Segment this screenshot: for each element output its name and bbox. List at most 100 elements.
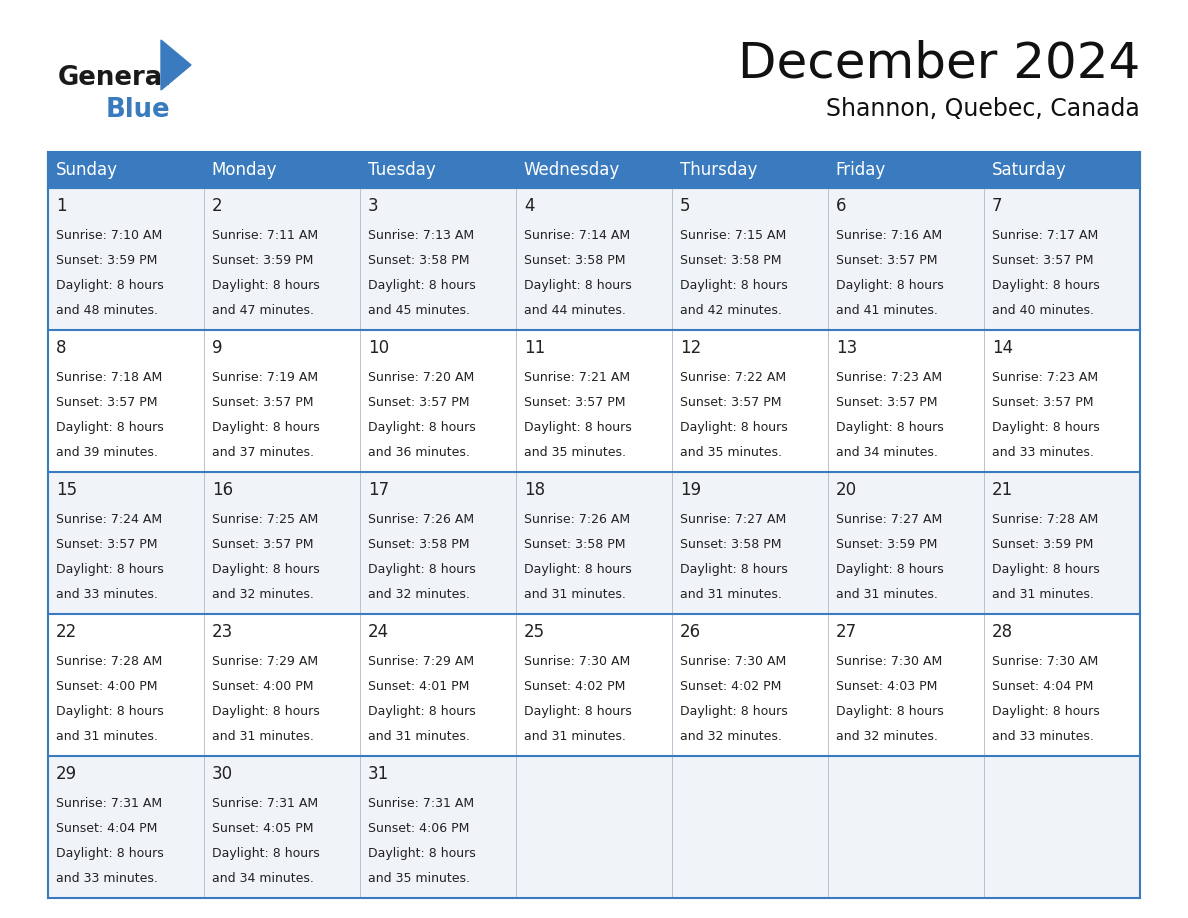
Text: and 33 minutes.: and 33 minutes. — [992, 730, 1094, 743]
Text: and 32 minutes.: and 32 minutes. — [836, 730, 937, 743]
Text: General: General — [58, 65, 172, 91]
Text: Sunrise: 7:27 AM: Sunrise: 7:27 AM — [680, 513, 786, 526]
Text: 6: 6 — [836, 196, 846, 215]
Text: and 35 minutes.: and 35 minutes. — [368, 872, 469, 885]
Text: 19: 19 — [680, 480, 701, 498]
Bar — [672, 152, 828, 188]
Text: Sunrise: 7:24 AM: Sunrise: 7:24 AM — [56, 513, 162, 526]
Text: Sunrise: 7:26 AM: Sunrise: 7:26 AM — [368, 513, 474, 526]
Text: Sunset: 3:58 PM: Sunset: 3:58 PM — [524, 254, 625, 267]
Text: and 48 minutes.: and 48 minutes. — [56, 304, 158, 317]
Text: Sunset: 4:05 PM: Sunset: 4:05 PM — [211, 822, 314, 835]
Text: 9: 9 — [211, 339, 222, 356]
Text: Sunset: 3:57 PM: Sunset: 3:57 PM — [56, 396, 157, 409]
Text: Sunrise: 7:20 AM: Sunrise: 7:20 AM — [368, 371, 474, 384]
Text: Sunset: 4:02 PM: Sunset: 4:02 PM — [680, 680, 782, 693]
Text: 10: 10 — [368, 339, 388, 356]
Text: 1: 1 — [56, 196, 67, 215]
Text: Sunset: 4:00 PM: Sunset: 4:00 PM — [56, 680, 157, 693]
Text: Daylight: 8 hours: Daylight: 8 hours — [524, 279, 632, 292]
Text: Sunrise: 7:31 AM: Sunrise: 7:31 AM — [56, 797, 162, 811]
Text: and 32 minutes.: and 32 minutes. — [680, 730, 782, 743]
Text: Daylight: 8 hours: Daylight: 8 hours — [680, 563, 788, 576]
Text: Sunrise: 7:11 AM: Sunrise: 7:11 AM — [211, 230, 318, 242]
Text: Sunrise: 7:31 AM: Sunrise: 7:31 AM — [368, 797, 474, 811]
Polygon shape — [162, 40, 191, 90]
Text: December 2024: December 2024 — [738, 40, 1140, 88]
Text: 4: 4 — [524, 196, 535, 215]
Text: 2: 2 — [211, 196, 222, 215]
Text: and 40 minutes.: and 40 minutes. — [992, 304, 1094, 317]
Bar — [48, 152, 204, 188]
Text: Daylight: 8 hours: Daylight: 8 hours — [836, 279, 943, 292]
Text: Monday: Monday — [211, 161, 277, 179]
Text: Sunset: 3:57 PM: Sunset: 3:57 PM — [836, 396, 937, 409]
Bar — [828, 152, 984, 188]
Text: Sunset: 3:58 PM: Sunset: 3:58 PM — [368, 538, 469, 551]
Text: Sunset: 3:59 PM: Sunset: 3:59 PM — [836, 538, 937, 551]
Text: and 31 minutes.: and 31 minutes. — [680, 588, 782, 600]
Text: 29: 29 — [56, 765, 77, 782]
Text: Sunset: 3:59 PM: Sunset: 3:59 PM — [992, 538, 1093, 551]
Text: Sunrise: 7:13 AM: Sunrise: 7:13 AM — [368, 230, 474, 242]
Text: Thursday: Thursday — [680, 161, 757, 179]
Text: Sunset: 3:57 PM: Sunset: 3:57 PM — [368, 396, 469, 409]
Text: Sunset: 4:04 PM: Sunset: 4:04 PM — [56, 822, 157, 835]
Text: Shannon, Quebec, Canada: Shannon, Quebec, Canada — [826, 97, 1140, 121]
Text: Sunrise: 7:23 AM: Sunrise: 7:23 AM — [836, 371, 942, 384]
Text: and 31 minutes.: and 31 minutes. — [56, 730, 158, 743]
Text: and 42 minutes.: and 42 minutes. — [680, 304, 782, 317]
Text: Sunrise: 7:27 AM: Sunrise: 7:27 AM — [836, 513, 942, 526]
Text: 28: 28 — [992, 622, 1013, 641]
Text: Daylight: 8 hours: Daylight: 8 hours — [56, 279, 164, 292]
Text: Blue: Blue — [106, 97, 171, 123]
Text: Daylight: 8 hours: Daylight: 8 hours — [992, 705, 1100, 718]
Text: Saturday: Saturday — [992, 161, 1067, 179]
Text: Daylight: 8 hours: Daylight: 8 hours — [368, 847, 475, 860]
Text: Sunrise: 7:30 AM: Sunrise: 7:30 AM — [836, 655, 942, 668]
Text: and 37 minutes.: and 37 minutes. — [211, 446, 314, 459]
Bar — [48, 152, 1140, 188]
Text: and 31 minutes.: and 31 minutes. — [524, 730, 626, 743]
Text: Daylight: 8 hours: Daylight: 8 hours — [680, 279, 788, 292]
Text: and 41 minutes.: and 41 minutes. — [836, 304, 937, 317]
Text: 7: 7 — [992, 196, 1003, 215]
Text: 16: 16 — [211, 480, 233, 498]
Text: Sunset: 3:58 PM: Sunset: 3:58 PM — [680, 538, 782, 551]
Text: and 31 minutes.: and 31 minutes. — [992, 588, 1094, 600]
Bar — [360, 152, 516, 188]
Text: 30: 30 — [211, 765, 233, 782]
Text: Daylight: 8 hours: Daylight: 8 hours — [680, 705, 788, 718]
Bar — [48, 472, 1140, 614]
Text: Sunset: 3:57 PM: Sunset: 3:57 PM — [992, 396, 1093, 409]
Text: Daylight: 8 hours: Daylight: 8 hours — [56, 563, 164, 576]
Bar — [516, 152, 672, 188]
Text: Daylight: 8 hours: Daylight: 8 hours — [211, 279, 320, 292]
Text: 23: 23 — [211, 622, 233, 641]
Bar — [48, 330, 1140, 472]
Bar — [984, 152, 1140, 188]
Text: Daylight: 8 hours: Daylight: 8 hours — [992, 563, 1100, 576]
Text: Sunrise: 7:26 AM: Sunrise: 7:26 AM — [524, 513, 630, 526]
Text: Daylight: 8 hours: Daylight: 8 hours — [56, 705, 164, 718]
Text: and 32 minutes.: and 32 minutes. — [368, 588, 469, 600]
Text: Sunset: 3:58 PM: Sunset: 3:58 PM — [368, 254, 469, 267]
Text: Sunrise: 7:16 AM: Sunrise: 7:16 AM — [836, 230, 942, 242]
Text: Sunrise: 7:21 AM: Sunrise: 7:21 AM — [524, 371, 630, 384]
Text: Sunrise: 7:30 AM: Sunrise: 7:30 AM — [992, 655, 1098, 668]
Text: 17: 17 — [368, 480, 388, 498]
Text: Sunrise: 7:28 AM: Sunrise: 7:28 AM — [56, 655, 162, 668]
Text: Daylight: 8 hours: Daylight: 8 hours — [211, 705, 320, 718]
Text: Sunset: 4:03 PM: Sunset: 4:03 PM — [836, 680, 937, 693]
Text: Daylight: 8 hours: Daylight: 8 hours — [524, 705, 632, 718]
Text: Sunset: 4:01 PM: Sunset: 4:01 PM — [368, 680, 469, 693]
Text: Sunset: 3:57 PM: Sunset: 3:57 PM — [211, 538, 314, 551]
Text: Sunset: 3:57 PM: Sunset: 3:57 PM — [680, 396, 782, 409]
Text: 8: 8 — [56, 339, 67, 356]
Text: 3: 3 — [368, 196, 379, 215]
Text: Daylight: 8 hours: Daylight: 8 hours — [368, 420, 475, 434]
Bar — [48, 188, 1140, 330]
Text: Daylight: 8 hours: Daylight: 8 hours — [836, 705, 943, 718]
Text: and 31 minutes.: and 31 minutes. — [524, 588, 626, 600]
Text: and 31 minutes.: and 31 minutes. — [368, 730, 469, 743]
